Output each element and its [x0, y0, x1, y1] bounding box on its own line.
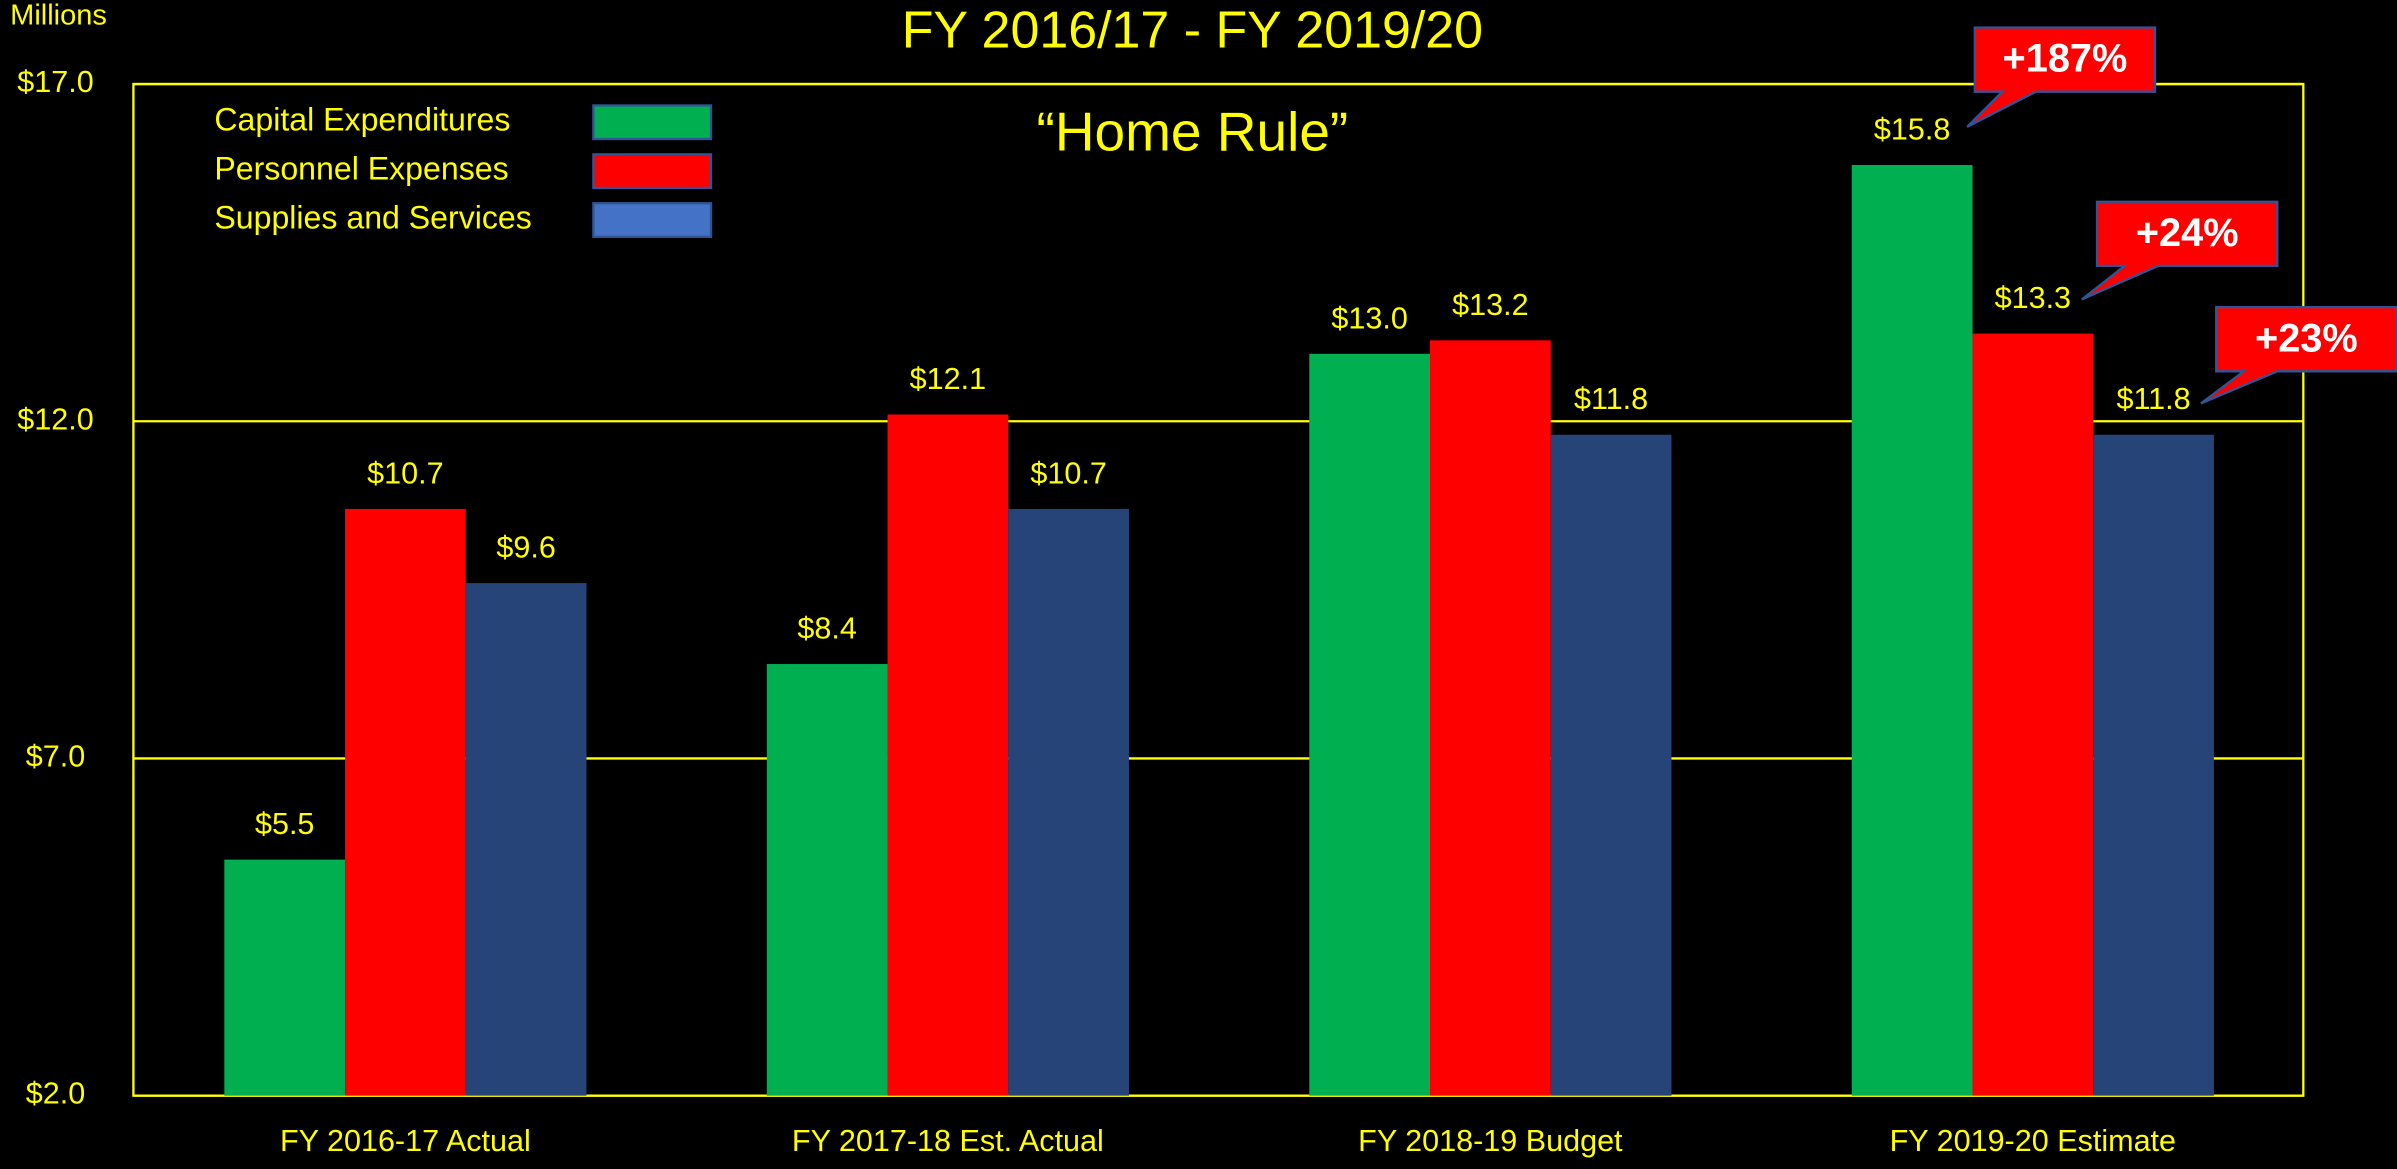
y-tick-label: $12.0 — [17, 402, 93, 436]
y-tick-label: $17.0 — [17, 65, 93, 99]
value-label: $11.8 — [2116, 382, 2190, 416]
callout-label: +187% — [2003, 37, 2128, 81]
plot-border — [132, 82, 2305, 1097]
bar — [2093, 434, 2214, 1096]
bar — [345, 508, 466, 1096]
bar — [1309, 353, 1431, 1096]
x-tick-label: FY 2019-20 Estimate — [1890, 1124, 2176, 1158]
legend-label: Personnel Expenses — [214, 151, 508, 187]
callout-label: +24% — [2136, 211, 2239, 255]
value-label: $13.0 — [1331, 301, 1407, 335]
callout — [1966, 26, 2157, 128]
legend-swatch — [592, 153, 713, 190]
value-label: $13.2 — [1452, 288, 1528, 322]
value-label: $15.8 — [1874, 112, 1950, 146]
y-tick-label: $2.0 — [26, 1077, 85, 1111]
y-tick-label: $7.0 — [26, 740, 85, 774]
callout — [2081, 200, 2279, 301]
bar — [465, 583, 587, 1096]
legend-swatch — [592, 104, 713, 141]
bar — [1008, 508, 1129, 1096]
value-label: $12.1 — [910, 362, 986, 396]
value-label: $10.7 — [367, 456, 443, 490]
x-tick-label: FY 2017-18 Est. Actual — [792, 1124, 1104, 1158]
bar — [887, 414, 1009, 1096]
bar — [1550, 434, 1672, 1096]
value-label: $8.4 — [797, 611, 856, 645]
chart-title: FY 2016/17 - FY 2019/20 — [902, 1, 1483, 59]
value-label: $9.6 — [496, 531, 555, 565]
value-label: $13.3 — [1995, 281, 2071, 315]
bar — [1851, 164, 1973, 1096]
value-label: $5.5 — [255, 807, 314, 841]
x-tick-label: FY 2018-19 Budget — [1358, 1124, 1623, 1158]
bar — [1972, 333, 2094, 1096]
legend-swatch — [592, 202, 713, 239]
x-tick-label: FY 2016-17 Actual — [280, 1124, 531, 1158]
bar — [1430, 340, 1551, 1096]
legend-label: Supplies and Services — [214, 200, 531, 236]
legend-label: Capital Expenditures — [214, 102, 510, 138]
y-axis-label: Millions — [10, 0, 107, 31]
bar — [224, 859, 346, 1096]
bar — [766, 664, 888, 1096]
value-label: $10.7 — [1030, 456, 1106, 490]
chart-subtitle: “Home Rule” — [1037, 101, 1349, 163]
callout-label: +23% — [2255, 316, 2358, 360]
value-label: $11.8 — [1574, 382, 1648, 416]
